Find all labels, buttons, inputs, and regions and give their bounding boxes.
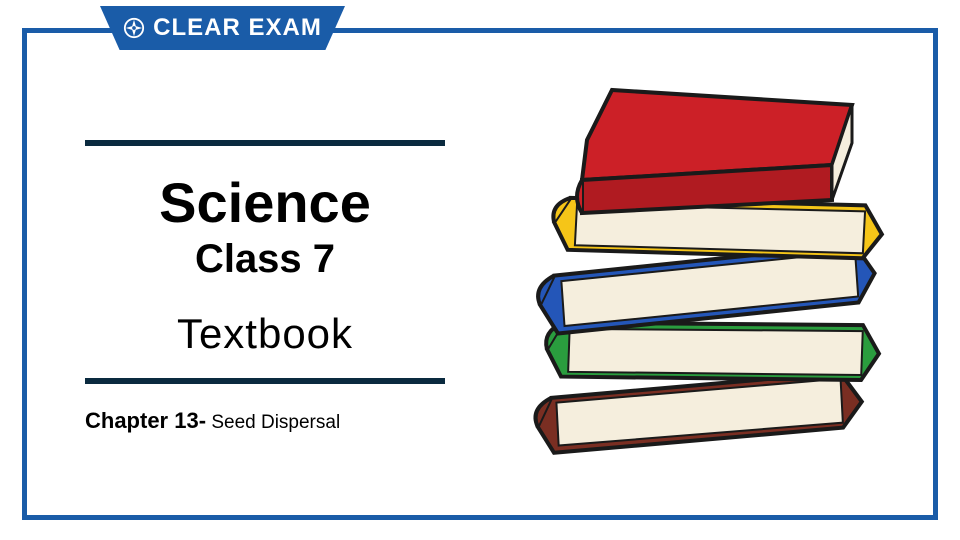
- rule-bottom: [85, 378, 445, 384]
- books-illustration: [502, 70, 902, 470]
- text-block: Science Class 7 Textbook Chapter 13- See…: [85, 140, 445, 434]
- class-title: Class 7: [85, 237, 445, 282]
- chapter-name: Seed Dispersal: [206, 412, 340, 433]
- compass-icon: [123, 17, 145, 39]
- brand-text: CLEAR EXAM: [153, 14, 322, 42]
- subject-title: Science: [85, 170, 445, 235]
- chapter-prefix: Chapter 13-: [85, 408, 206, 433]
- rule-top: [85, 140, 445, 146]
- type-title: Textbook: [85, 310, 445, 358]
- chapter-line: Chapter 13- Seed Dispersal: [85, 408, 445, 434]
- brand-badge: CLEAR EXAM: [100, 6, 345, 50]
